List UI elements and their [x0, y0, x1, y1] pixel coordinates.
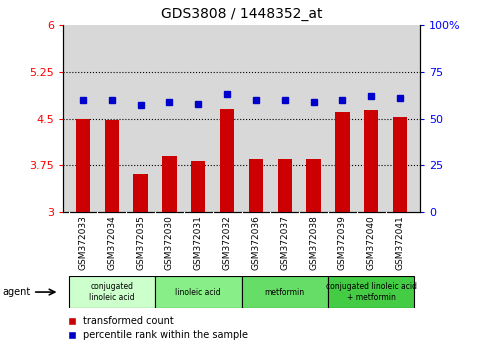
- Bar: [155, 276, 242, 308]
- Text: GSM372032: GSM372032: [223, 216, 231, 270]
- Text: metformin: metformin: [265, 287, 305, 297]
- Text: conjugated linoleic acid
+ metformin: conjugated linoleic acid + metformin: [326, 282, 417, 302]
- Bar: [220, 109, 234, 212]
- Bar: [328, 276, 414, 308]
- Text: GSM372038: GSM372038: [309, 216, 318, 270]
- Title: GDS3808 / 1448352_at: GDS3808 / 1448352_at: [161, 7, 322, 21]
- Bar: [133, 173, 148, 212]
- Text: GSM372039: GSM372039: [338, 216, 347, 270]
- Text: GSM372036: GSM372036: [252, 216, 260, 270]
- Bar: [191, 161, 205, 212]
- Legend: transformed count, percentile rank within the sample: transformed count, percentile rank withi…: [68, 316, 248, 340]
- Text: conjugated
linoleic acid: conjugated linoleic acid: [89, 282, 135, 302]
- Bar: [69, 276, 155, 308]
- Bar: [242, 276, 328, 308]
- Text: GSM372037: GSM372037: [280, 216, 289, 270]
- Bar: [364, 110, 378, 212]
- Text: GSM372033: GSM372033: [78, 216, 87, 270]
- Bar: [76, 119, 90, 212]
- Text: GSM372034: GSM372034: [107, 216, 116, 270]
- Text: linoleic acid: linoleic acid: [175, 287, 221, 297]
- Bar: [306, 159, 321, 212]
- Text: GSM372041: GSM372041: [396, 216, 405, 270]
- Bar: [105, 120, 119, 212]
- Bar: [249, 159, 263, 212]
- Bar: [278, 159, 292, 212]
- Bar: [393, 117, 407, 212]
- Text: GSM372030: GSM372030: [165, 216, 174, 270]
- Bar: [335, 112, 350, 212]
- Text: GSM372035: GSM372035: [136, 216, 145, 270]
- Bar: [162, 156, 177, 212]
- Text: GSM372040: GSM372040: [367, 216, 376, 270]
- Text: agent: agent: [2, 287, 30, 297]
- Text: GSM372031: GSM372031: [194, 216, 203, 270]
